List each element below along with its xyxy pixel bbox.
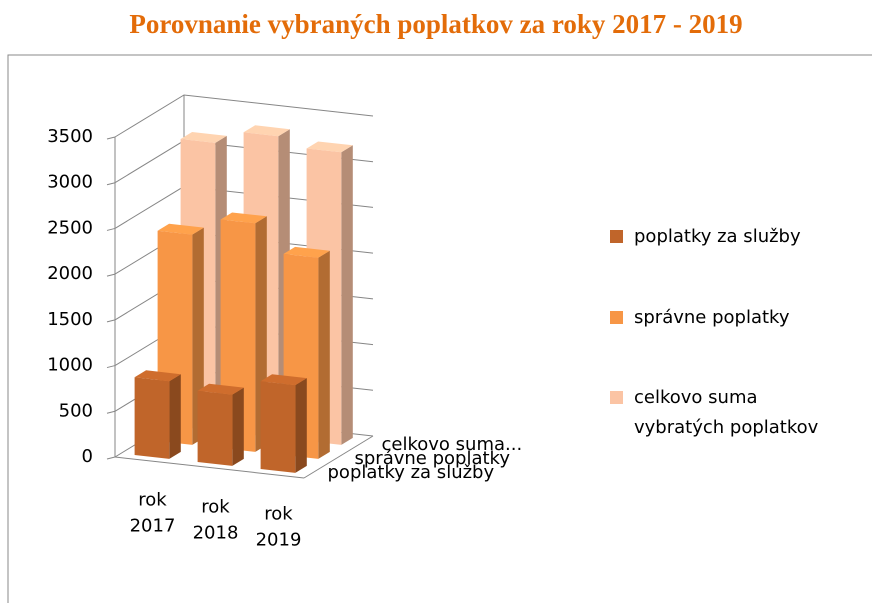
y-tick [106, 136, 116, 140]
legend-label: celkovo suma vybratých poplatkov [634, 387, 819, 438]
bar-front [197, 390, 233, 466]
chart-title: Porovnanie vybraných poplatkov za roky 2… [129, 9, 742, 39]
y-tick-label: 3000 [47, 172, 93, 193]
legend-swatch [610, 391, 623, 404]
y-tick-label: 2500 [47, 217, 93, 238]
y-tick [106, 410, 116, 414]
bar-front [134, 377, 170, 459]
depth-tick-label: celkovo suma... [382, 434, 523, 455]
x-tick-label: rok 2018 [193, 497, 239, 544]
bar-side [318, 250, 330, 459]
legend-label: poplatky za služby [634, 226, 801, 247]
y-tick [106, 227, 116, 231]
bar-side [232, 387, 244, 466]
bar-side [295, 378, 307, 473]
x-tick-label: rok 2017 [130, 490, 176, 537]
bar [197, 383, 244, 466]
y-tick [106, 365, 116, 369]
bar-top [243, 125, 290, 137]
y-tick-label: 500 [59, 400, 93, 421]
y-tick-label: 0 [82, 446, 93, 467]
y-tick [106, 319, 116, 323]
y-tick [106, 182, 116, 186]
y-tick-label: 1000 [47, 355, 93, 376]
bar-side [169, 374, 181, 459]
y-tick-label: 2000 [47, 263, 93, 284]
bar-front [260, 381, 296, 473]
bar-top [220, 212, 267, 224]
bar [260, 374, 307, 473]
bar-top [157, 223, 204, 235]
y-tick [106, 456, 116, 460]
x-tick-label: rok 2019 [256, 504, 302, 551]
bar-side [341, 145, 353, 445]
legend-label: správne poplatky [634, 307, 790, 328]
bar-top [306, 141, 353, 153]
depth-tick-label: správne poplatky [355, 448, 511, 469]
y-tick [106, 273, 116, 277]
legend-swatch [610, 311, 623, 324]
bar-top [283, 246, 330, 258]
y-tick-label: 1500 [47, 309, 93, 330]
y-tick-label: 3500 [47, 126, 93, 147]
frame [7, 54, 872, 603]
depth-tick-label: poplatky za služby [328, 462, 495, 483]
bar-top [180, 132, 227, 143]
bar [134, 370, 181, 459]
x-axis [114, 456, 305, 479]
bar-top [260, 374, 307, 386]
depth-axis [303, 435, 374, 479]
legend-swatch [610, 230, 623, 243]
bar-top [134, 370, 181, 382]
bar-top [197, 383, 244, 395]
